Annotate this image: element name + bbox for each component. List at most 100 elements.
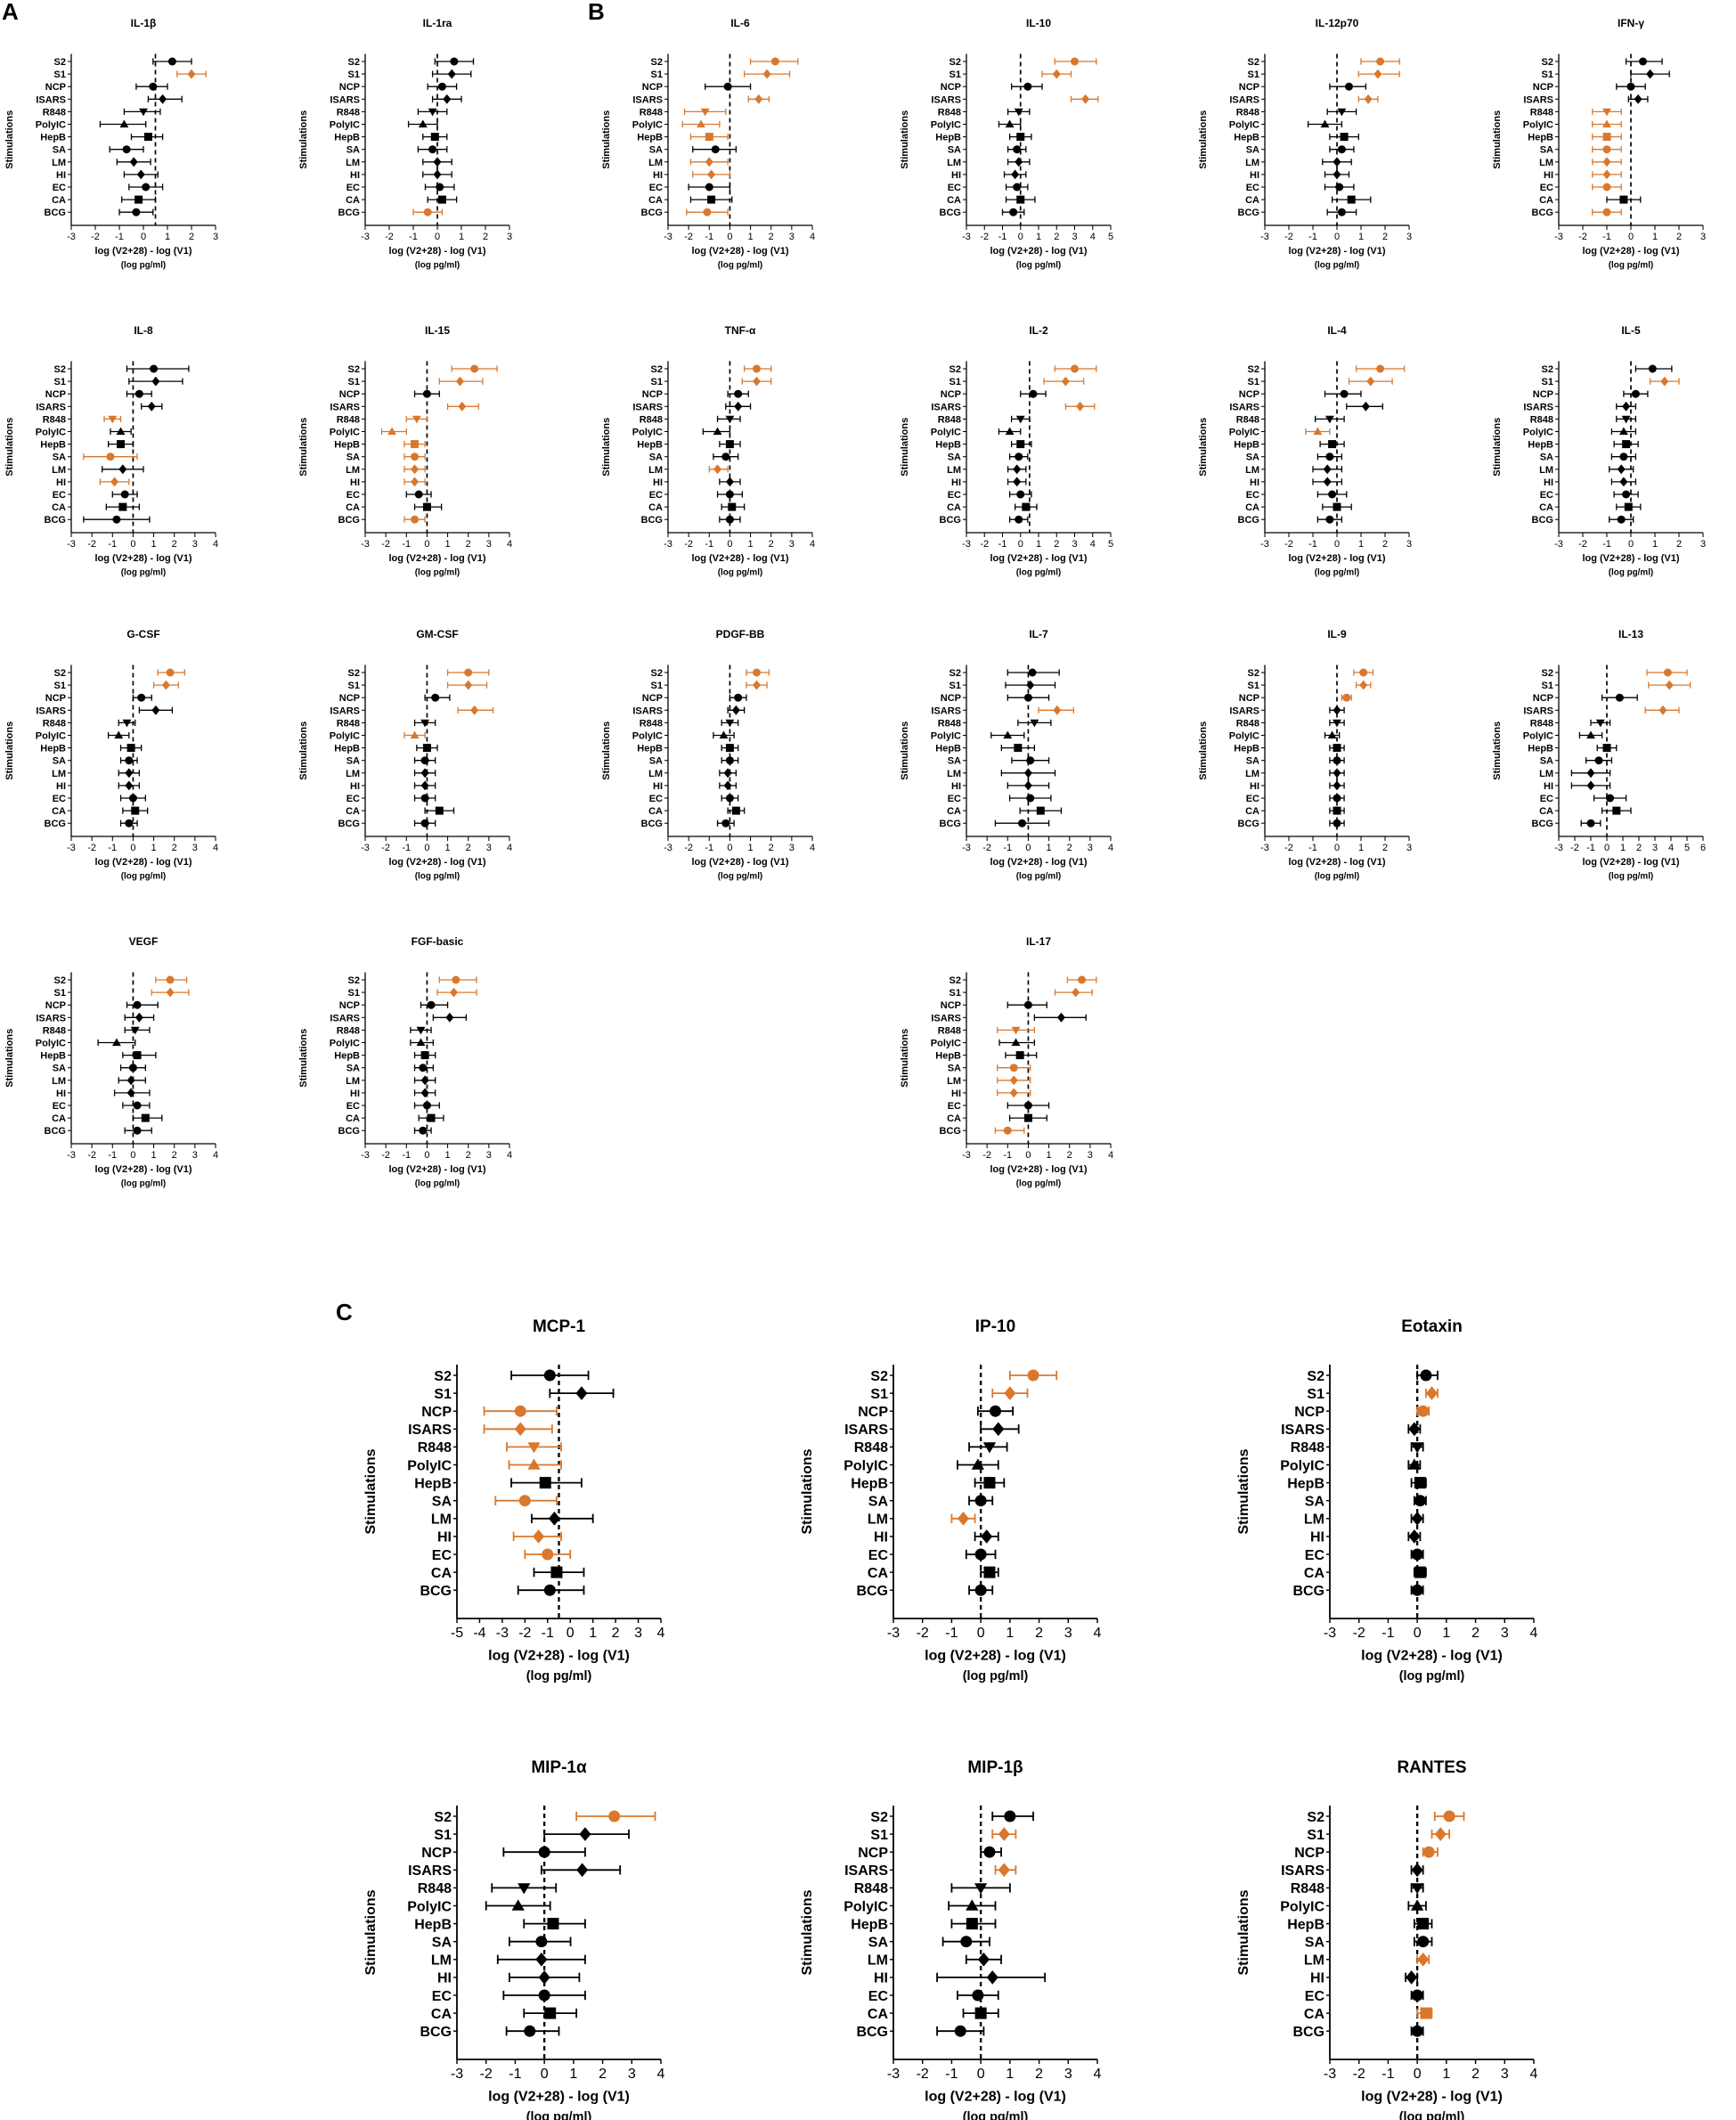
y-axis-label: Stimulations — [1236, 1889, 1251, 1975]
x-tick-label: -3 — [1324, 1626, 1336, 1641]
x-tick-label: -3 — [1554, 539, 1563, 550]
x-tick-label: 3 — [1088, 1150, 1093, 1161]
x-tick-label: -2 — [480, 2067, 493, 2082]
x-tick-label: 2 — [1067, 843, 1072, 853]
category-label: ISARS — [931, 94, 961, 105]
data-point — [1003, 730, 1013, 739]
data-point — [111, 1038, 121, 1047]
data-point — [125, 756, 134, 765]
x-tick-label: -3 — [496, 1626, 509, 1641]
category-label: CA — [1245, 195, 1259, 206]
x-tick-label: -1 — [705, 843, 713, 853]
x-tick-label: -1 — [108, 843, 117, 853]
x-tick-label: 1 — [445, 843, 451, 853]
x-tick-label: -2 — [1578, 232, 1587, 242]
x-tick-label: -3 — [962, 1150, 971, 1161]
data-point — [427, 1113, 436, 1122]
category-label: S1 — [1248, 377, 1259, 387]
category-label: CA — [648, 502, 663, 513]
data-point — [1422, 1846, 1435, 1858]
data-point — [1023, 1000, 1032, 1009]
data-point — [428, 108, 437, 117]
data-point — [1417, 1918, 1430, 1930]
data-point — [141, 1113, 150, 1122]
chart-title: IL-1β — [131, 17, 157, 29]
data-point — [725, 415, 735, 424]
category-label: HI — [1310, 1971, 1324, 1986]
x-tick-label: 0 — [1414, 2067, 1422, 2082]
data-point — [470, 705, 479, 715]
category-label: R848 — [418, 1440, 452, 1455]
x-tick-label: 4 — [507, 1150, 512, 1161]
x-axis-unit: (log pg/ml) — [1016, 567, 1061, 577]
data-point — [550, 1566, 563, 1578]
data-point — [1586, 730, 1595, 739]
x-tick-label: 0 — [141, 232, 146, 242]
data-point — [1026, 756, 1035, 765]
data-point — [982, 1442, 997, 1454]
panel-label-b: B — [588, 0, 605, 25]
x-tick-label: 3 — [1072, 539, 1077, 550]
x-axis-unit: (log pg/ml) — [1016, 871, 1061, 881]
x-tick-label: -2 — [91, 232, 100, 242]
x-tick-label: 1 — [459, 232, 464, 242]
x-tick-label: 3 — [628, 2067, 636, 2082]
category-label: R848 — [1530, 414, 1553, 425]
category-label: S1 — [950, 681, 961, 691]
data-point — [1013, 183, 1022, 192]
data-point — [427, 1000, 436, 1009]
category-label: S2 — [1248, 668, 1259, 679]
category-label: SA — [346, 453, 360, 463]
category-label: PolyIC — [1280, 1899, 1324, 1914]
data-point — [1016, 195, 1025, 204]
x-tick-label: 2 — [172, 1150, 177, 1161]
category-label: R848 — [337, 718, 360, 729]
category-label: BCG — [338, 208, 360, 218]
chart-title: PDGF-BB — [716, 628, 765, 640]
x-axis-unit: (log pg/ml) — [718, 871, 762, 881]
data-point — [1028, 668, 1037, 677]
data-point — [122, 145, 131, 154]
category-label: CA — [648, 806, 663, 817]
category-label: ISARS — [1523, 94, 1553, 105]
data-point — [159, 94, 167, 104]
data-point — [470, 364, 479, 373]
y-axis-label: Stimulations — [601, 418, 612, 477]
x-tick-label: 6 — [1700, 843, 1706, 853]
category-label: SA — [868, 1935, 889, 1950]
category-label: PolyIC — [632, 427, 663, 437]
data-point — [411, 477, 420, 487]
data-point — [1420, 2007, 1432, 2019]
data-point — [974, 1883, 988, 1895]
data-point — [1011, 1038, 1021, 1047]
data-point — [420, 756, 429, 765]
x-tick-label: -1 — [1381, 2067, 1394, 2082]
x-tick-label: 4 — [1108, 1150, 1113, 1161]
category-label: HI — [1310, 1530, 1324, 1545]
category-label: CA — [1539, 502, 1553, 513]
x-tick-label: 3 — [789, 539, 795, 550]
data-point — [981, 1529, 993, 1544]
data-point — [725, 719, 735, 728]
category-label: NCP — [1533, 693, 1553, 704]
x-tick-label: 2 — [1636, 843, 1642, 853]
data-point — [1414, 1495, 1426, 1507]
x-tick-label: -3 — [361, 539, 370, 550]
data-point — [725, 794, 734, 803]
forest-plot-25: MIP-1β S2 S1 NCP ISARS R848 PolyIC HepB SA LM HI EC… — [800, 1758, 1102, 2120]
panel-label-c: C — [336, 1299, 353, 1325]
category-label: S1 — [950, 988, 961, 999]
x-tick-label: 0 — [977, 2067, 985, 2082]
data-point — [1612, 806, 1621, 815]
category-label: S2 — [870, 1810, 888, 1825]
data-point — [125, 819, 134, 828]
forest-plot-22: IP-10 S2 S1 NCP ISARS R848 PolyIC HepB SA LM HI EC C… — [800, 1317, 1102, 1684]
data-point — [576, 1863, 589, 1878]
x-tick-label: -1 — [509, 2067, 521, 2082]
data-point — [106, 453, 115, 461]
data-point — [527, 1458, 541, 1470]
x-tick-label: -3 — [1260, 843, 1269, 853]
data-point — [1335, 183, 1344, 192]
